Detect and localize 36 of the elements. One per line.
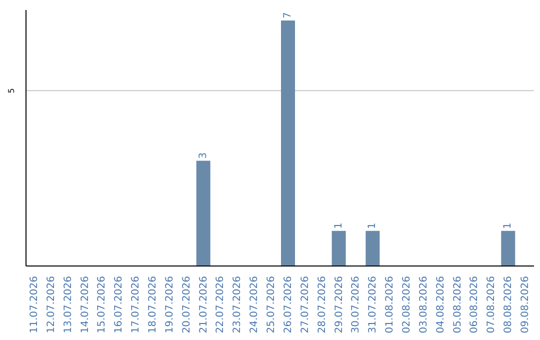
- x-tick-label: 06.08.2026: [469, 276, 480, 334]
- data-label: 1: [333, 222, 344, 229]
- x-tick-label: 25.07.2026: [266, 276, 278, 334]
- x-tick-label: 26.07.2026: [282, 276, 294, 334]
- data-label: 1: [367, 222, 378, 229]
- data-label: 1: [502, 222, 514, 229]
- x-tick-label: 31.07.2026: [368, 276, 379, 334]
- x-tick-label: 12.07.2026: [46, 276, 57, 334]
- x-tick-label: 11.07.2026: [28, 276, 40, 334]
- x-tick-label: 24.07.2026: [249, 276, 260, 334]
- x-tick-label: 14.07.2026: [80, 276, 91, 334]
- x-tick-label: 17.07.2026: [130, 276, 142, 334]
- x-tick-label: 29.07.2026: [334, 276, 345, 334]
- x-tick-label: 07.08.2026: [486, 276, 498, 334]
- x-tick-label: 08.08.2026: [503, 276, 514, 334]
- x-tick-label: 09.08.2026: [520, 276, 532, 334]
- x-tick-label: 13.07.2026: [62, 276, 74, 334]
- x-tick-label: 02.08.2026: [402, 276, 412, 334]
- x-tick-label: 23.07.2026: [232, 276, 244, 334]
- x-tick-label: 18.07.2026: [148, 276, 158, 334]
- x-tick-label: 16.07.2026: [114, 276, 125, 334]
- x-tick-label: 04.08.2026: [435, 276, 446, 334]
- x-tick-label: 05.08.2026: [452, 276, 464, 334]
- x-tick-label: 03.08.2026: [418, 276, 430, 334]
- x-tick-label: 30.07.2026: [350, 276, 362, 334]
- data-label: 3: [198, 152, 209, 159]
- x-tick-label: 01.08.2026: [384, 276, 396, 334]
- x-tick-label: 20.07.2026: [181, 276, 192, 334]
- x-tick-label: 21.07.2026: [198, 276, 210, 334]
- y-tick-label: 5: [7, 88, 16, 94]
- data-label: 7: [282, 12, 294, 19]
- x-tick-label: 28.07.2026: [316, 276, 328, 334]
- x-tick-label: 27.07.2026: [300, 276, 311, 334]
- x-tick-label: 19.07.2026: [164, 276, 176, 334]
- x-tick-label: 15.07.2026: [96, 276, 108, 334]
- x-tick-label: 22.07.2026: [215, 276, 226, 334]
